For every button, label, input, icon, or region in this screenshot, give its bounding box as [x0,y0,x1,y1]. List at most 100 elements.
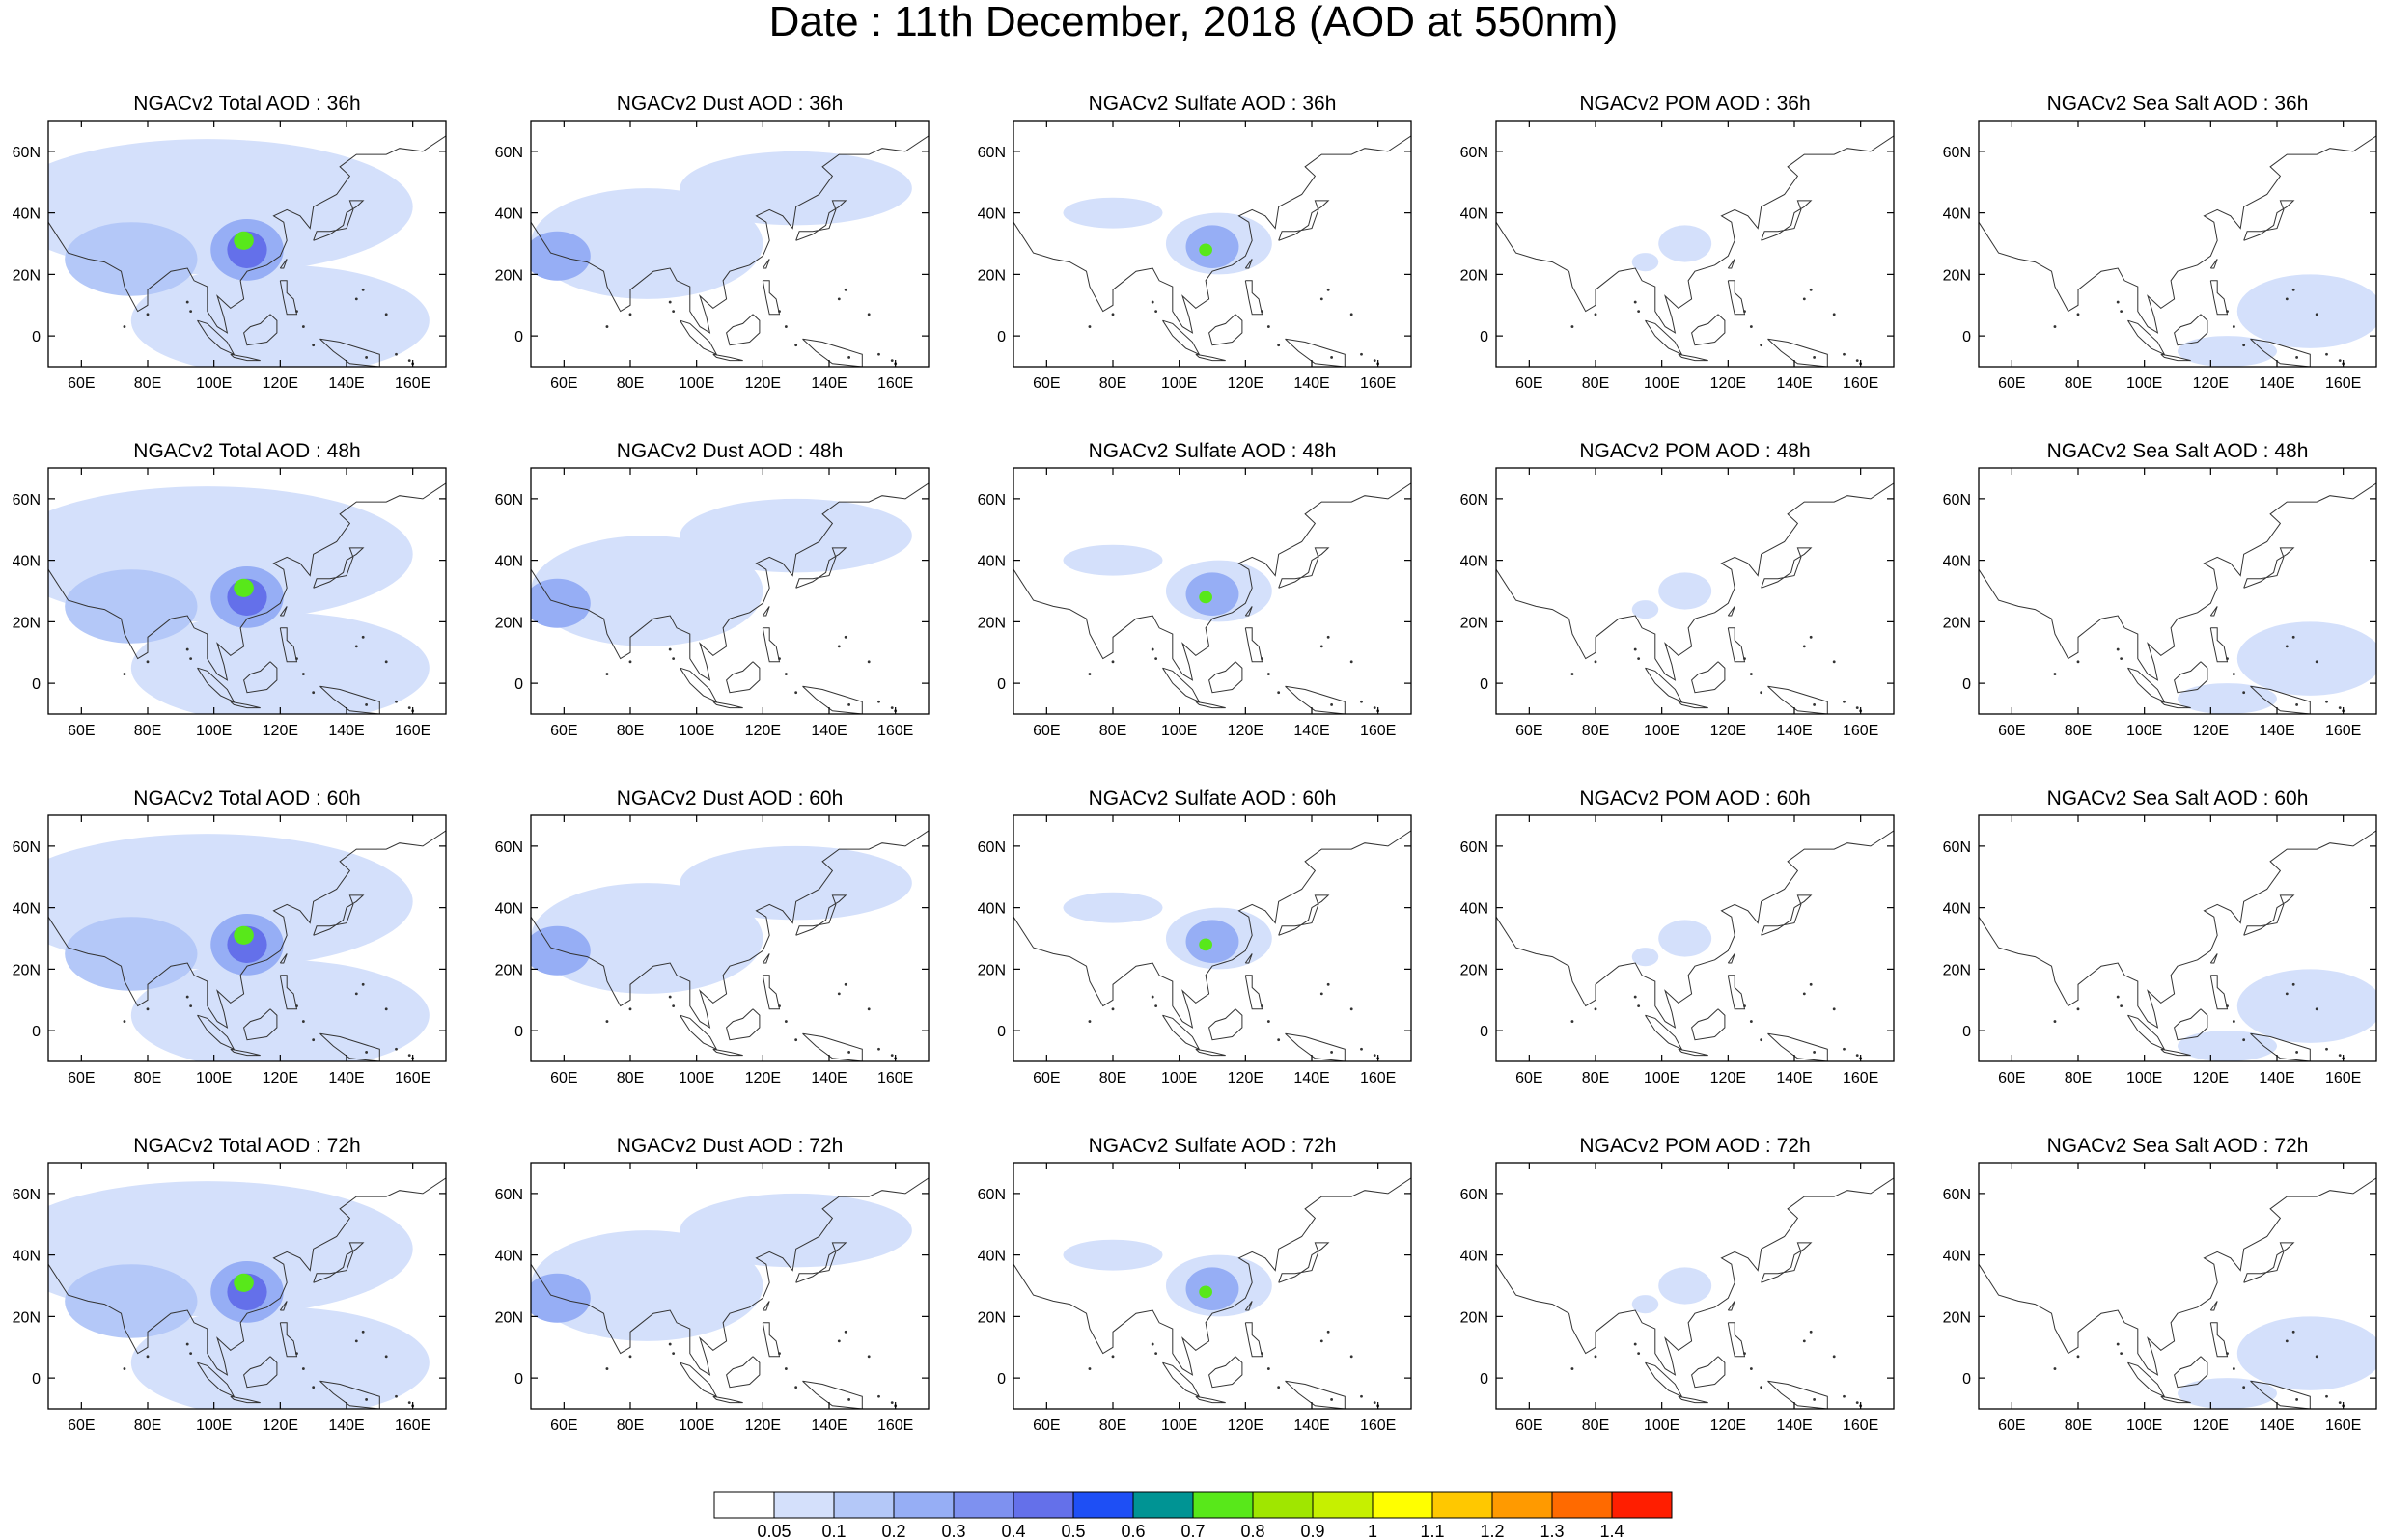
island-dot [844,982,847,986]
island-dot [1633,300,1637,304]
coastline [2209,259,2218,269]
colorbar-swatch [773,1491,835,1519]
x-tick-label: 160E [877,1070,913,1086]
coastline [1727,280,1746,316]
aod-field [1013,135,1411,367]
coastline [2209,1322,2229,1358]
island-dot [384,1355,388,1359]
colorbar-label: 0.6 [1121,1522,1145,1540]
coastline [680,667,718,703]
coastline [230,701,261,709]
coastline [230,1395,261,1404]
aod-field [1496,135,1894,367]
island-dot [146,1355,150,1359]
map-frame [1978,1162,2377,1410]
x-tick-label: 120E [2193,375,2229,392]
island-dot [1855,706,1859,710]
x-tick-label: 160E [1843,1417,1878,1434]
x-tick-label: 60E [1033,723,1060,739]
island-dot [2116,300,2120,304]
island-dot [1373,1054,1376,1058]
y-tick-label: 20N [495,615,523,631]
island-dot [1373,706,1376,710]
aod-blob [1658,1267,1712,1305]
x-tick-label: 80E [1099,1070,1126,1086]
aod-blob [65,569,198,644]
coastline [319,685,380,714]
aod-blob [531,1273,591,1323]
x-tick-label: 100E [1161,723,1197,739]
coastline [2250,338,2311,367]
island-dot [890,1401,894,1405]
island-dot [668,995,672,999]
coastline [197,667,236,703]
island-dot [295,1352,298,1356]
island-dot [778,1352,781,1356]
y-tick-label: 20N [978,1309,1006,1326]
island-dot [1760,1386,1763,1389]
island-dot [2116,995,2120,999]
island-dot [312,691,316,695]
island-dot [1349,1355,1353,1359]
map-frame [47,467,447,715]
coastline [531,482,929,681]
island-dot [2338,706,2342,710]
island-dot [837,1339,841,1343]
y-tick-label: 20N [1460,267,1488,284]
x-tick-label: 160E [1360,375,1396,392]
island-dot [1832,313,1836,316]
island-dot [1813,356,1816,359]
x-tick-label: 80E [1582,1417,1609,1434]
y-tick-label: 40N [495,206,523,223]
island-dot [2120,1352,2123,1356]
x-tick-label: 160E [1360,723,1396,739]
aod-blob [531,1230,763,1341]
aod-blob [1063,1239,1163,1271]
x-tick-label: 100E [2126,375,2162,392]
coastline [2209,953,2218,964]
y-tick-label: 20N [978,267,1006,284]
coastline [2160,701,2191,709]
aod-blob [1063,892,1163,923]
island-dot [867,660,871,664]
y-tick-label: 0 [1962,329,1971,345]
aod-blob [2236,969,2376,1043]
coastline [279,606,288,617]
coastline [795,547,847,589]
island-dot [395,700,398,703]
island-dot [628,660,632,664]
island-dot [1637,1004,1641,1008]
aod-blob [234,1273,254,1292]
island-dot [844,635,847,639]
y-tick-label: 60N [978,1187,1006,1203]
colorbar: 0.05 0.1 0.2 0.3 0.4 0.5 0.6 0.7 0.8 0.9 1 1.1 1.2 1.… [713,1491,1673,1540]
y-tick-label: 0 [1480,1371,1488,1388]
aod-blob [48,139,413,275]
coastline [1727,975,1746,1010]
map-panel: NGACv2 Sea Salt AOD : 48h 60E 80E 100E 120E 1… [1943,440,2377,739]
coastline [279,953,288,964]
x-tick-label: 140E [2259,1070,2294,1086]
island-dot [1330,703,1333,706]
coastline [48,482,446,681]
coastline [1285,1032,1346,1061]
coastline [2174,661,2208,694]
island-dot [2116,647,2120,651]
aod-blob [2236,1316,2376,1390]
coastline [1013,135,1411,334]
island-dot [867,1355,871,1359]
coastline [1979,1177,2376,1376]
aod-field [1979,482,2376,714]
map-panel: NGACv2 Dust AOD : 48h 60E 80E 100E 120E 140E 1… [495,440,930,739]
coastline [197,1361,236,1398]
island-dot [784,1020,788,1023]
island-dot [847,1051,850,1054]
x-tick-label: 60E [1515,1417,1542,1434]
aod-blob [680,1193,912,1268]
x-tick-label: 120E [1710,375,1746,392]
y-tick-label: 40N [978,1249,1006,1265]
aod-field [48,1177,446,1409]
island-dot [1802,645,1806,648]
aod-blob [234,578,254,597]
island-dot [1637,310,1641,314]
